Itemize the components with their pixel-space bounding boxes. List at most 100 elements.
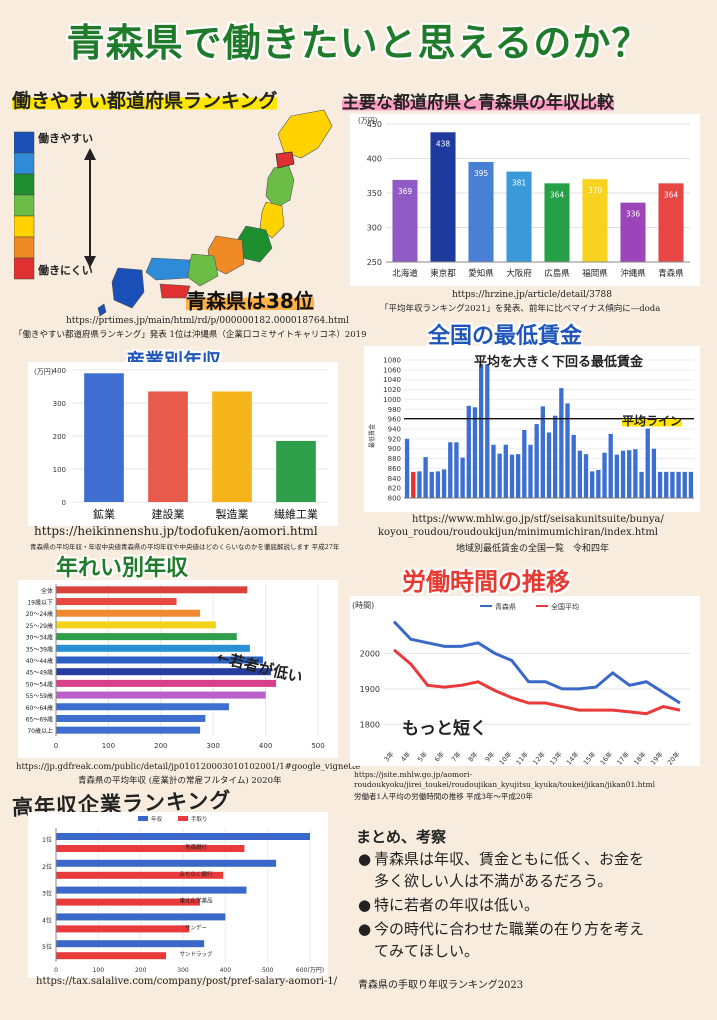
- minwage-bar: [583, 454, 589, 498]
- minwage-source: 地域別最低賃金の全国一覧 令和四年: [456, 544, 610, 554]
- age-xtick: 200: [154, 742, 167, 750]
- age-source: 青森県の平均年収 (産業計の常雇フルタイム) 2020年: [78, 776, 282, 786]
- map-kinki: [185, 253, 219, 287]
- industry-ytick: 100: [53, 466, 66, 474]
- age-ytick: 45〜49歳: [26, 669, 53, 677]
- minwage-bar: [639, 471, 644, 498]
- minwage-ytick: 960: [388, 416, 401, 424]
- minwage-bar: [460, 457, 465, 498]
- minwage-bar: [515, 454, 521, 498]
- companies-bar: [56, 859, 277, 867]
- industry-xtick: 製造業: [216, 507, 249, 521]
- industry-ytick: 200: [53, 433, 66, 441]
- hours-ytick: 2000: [360, 649, 380, 658]
- hours-xtick: 13年: [547, 749, 564, 766]
- income-xtick: 愛知県: [468, 268, 494, 279]
- industry-bar: [276, 440, 316, 502]
- age-bar: [56, 586, 248, 594]
- minwage-bar: [522, 429, 527, 498]
- age-bar: [56, 726, 201, 734]
- minwage-bar: [553, 415, 558, 498]
- income-xtick: 福岡県: [582, 268, 608, 279]
- legend-swatch: [13, 194, 35, 217]
- companies-bar: [56, 833, 310, 840]
- age-bar: [56, 609, 201, 617]
- minwage-url2: koyou_roudou/roudoukijun/minimumichiran/…: [378, 527, 659, 538]
- hours-xtick: 14年: [564, 749, 581, 766]
- hours-ylabel: (時間): [352, 601, 374, 610]
- companies-name-label: サンドラッグ: [179, 950, 213, 958]
- minwage-bar: [472, 407, 478, 498]
- companies-xtick: 100: [93, 967, 105, 974]
- map-aomori: [275, 151, 295, 169]
- hours-xtick: 15年: [581, 749, 598, 766]
- minwage-ytick: 980: [388, 406, 401, 414]
- companies-legend-swatch: [138, 816, 148, 821]
- income-ylabel: (万円): [358, 117, 378, 125]
- age-ytick: 35〜39歳: [26, 645, 53, 653]
- summary-bullet-1-line1: 青森県は年収、賃金ともに低く、お金を: [374, 850, 645, 868]
- minwage-bar: [633, 449, 638, 498]
- minwage-ytick: 1060: [383, 366, 401, 374]
- minwage-bar: [571, 434, 576, 498]
- hours-xtick: 12年: [531, 749, 548, 766]
- industry-chart: (万円) 0 100 200 300 400 鉱業 建設業 製造業 繊維工業: [34, 367, 328, 521]
- income-bar: [620, 202, 646, 262]
- map-chubu: [207, 235, 245, 275]
- minwage-bar: [688, 471, 694, 498]
- hours-xtick: 11年: [514, 749, 531, 766]
- hours-series-line: [392, 620, 681, 705]
- age-bar: [56, 691, 266, 699]
- minwage-bar: [454, 442, 459, 498]
- companies-bar: [56, 871, 224, 879]
- minwage-bar: [676, 471, 681, 498]
- minwage-ytick: 1080: [383, 357, 401, 365]
- income-ytick: 400: [367, 155, 382, 164]
- japan-map: [96, 108, 336, 322]
- age-bar: [56, 598, 177, 606]
- companies-ytick: 5位: [42, 943, 52, 951]
- income-heading: 主要な都道府県と青森県の年収比較: [342, 93, 614, 113]
- hours-xtick: 8年: [466, 749, 480, 763]
- minwage-ytick: 840: [388, 475, 401, 483]
- minwage-bar: [664, 471, 669, 498]
- companies-name-label: みちのく銀行: [179, 870, 213, 878]
- minwage-bar: [466, 405, 471, 498]
- summary-bullet-3-line1: 今の時代に合わせた職業の在り方を考え: [374, 920, 645, 938]
- age-bar: [56, 633, 237, 641]
- companies-xtick: 300: [177, 967, 189, 974]
- map-callout: 青森県は38位: [186, 289, 314, 313]
- companies-name-label: サンデー: [185, 923, 207, 931]
- minwage-bar: [534, 424, 539, 498]
- minwage-bar: [540, 406, 545, 498]
- minwage-bar: [435, 471, 441, 498]
- age-chart: 0 100 200 300 400 500 全体 19歳以下 20〜24歳 25〜29歳 30〜34…: [26, 584, 325, 750]
- hours-ytick: 1900: [360, 685, 380, 694]
- map-chugoku: [145, 257, 191, 281]
- age-bar: [56, 644, 250, 652]
- minwage-bar: [478, 363, 484, 498]
- map-heading: 働きやすい都道府県ランキング: [12, 90, 278, 112]
- companies-xtick: 0: [54, 967, 58, 974]
- income-bar-label: 438: [436, 139, 451, 148]
- hours-annotation: もっと短く: [402, 719, 487, 739]
- hours-xtick: 16年: [598, 749, 615, 766]
- income-bar: [658, 183, 684, 262]
- hours-xtick: 6年: [432, 749, 446, 763]
- minwage-bar: [590, 471, 595, 498]
- hours-source: 労働者1人平均の労働時間の推移 平成3年〜平成20年: [354, 792, 533, 801]
- legend-swatch: [13, 257, 35, 280]
- income-bar-label: 381: [512, 179, 527, 188]
- minwage-bar: [577, 450, 583, 498]
- companies-bar: [56, 898, 200, 906]
- legend-top-label: 働きやすい: [38, 132, 93, 145]
- minwage-url1: https://www.mhlw.go.jp/stf/seisakunitsui…: [412, 514, 664, 525]
- income-url: https://hrzine.jp/article/detail/3788: [452, 290, 612, 300]
- minwage-bar: [565, 403, 570, 498]
- companies-name-label: 青森銀行: [185, 843, 208, 851]
- income-xtick: 北海道: [392, 268, 418, 279]
- age-bar: [56, 714, 206, 722]
- minwage-ylabel: 最低賃金: [368, 424, 376, 448]
- page-title: 青森県で働きたいと思えるのか？: [66, 21, 651, 65]
- income-source: 「平均年収ランキング2021」を発表、前年に比べマイナス傾向に—doda: [380, 304, 661, 314]
